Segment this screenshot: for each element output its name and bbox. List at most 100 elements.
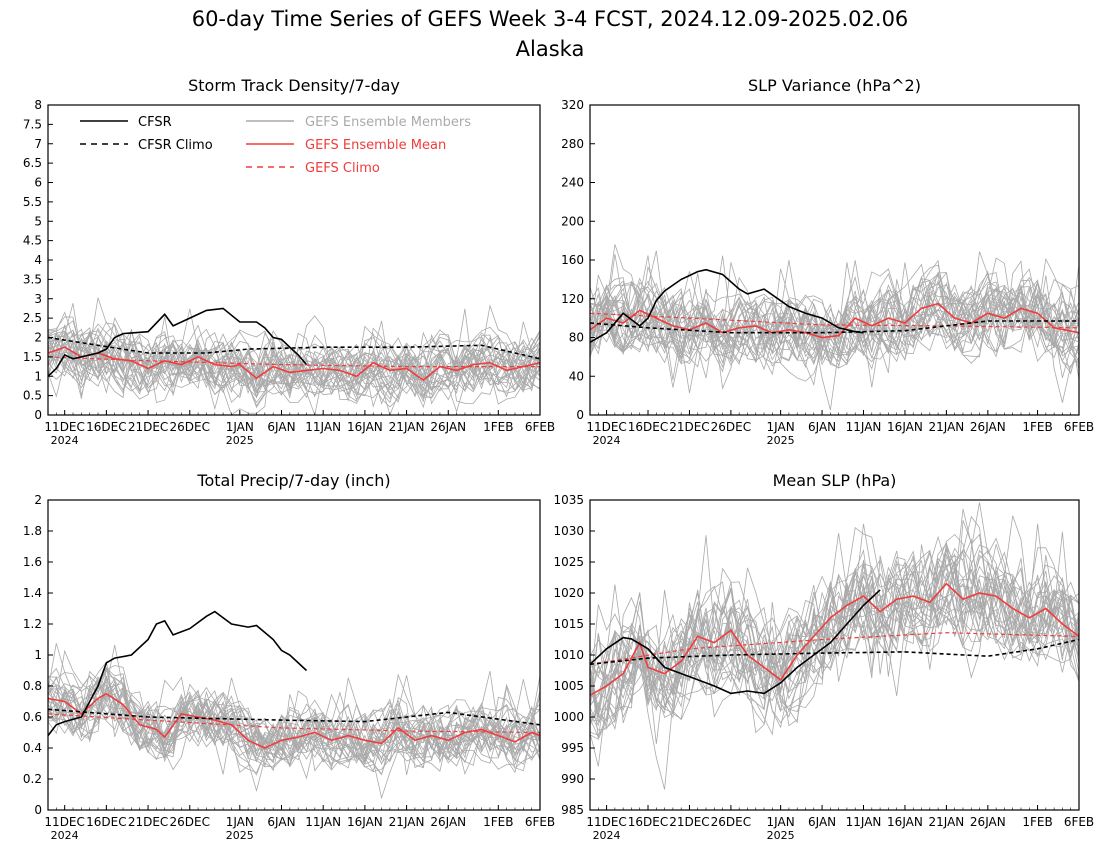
x-tick-label: 26JAN: [430, 815, 466, 829]
x-tick-label: 21DEC: [128, 815, 168, 829]
x-tick-label: 16JAN: [887, 815, 923, 829]
y-tick-label: 40: [569, 369, 584, 383]
panel-title: Total Precip/7-day (inch): [196, 471, 390, 490]
series-gefs-ensemble-mean: [48, 692, 540, 749]
y-tick-label: 1015: [553, 617, 584, 631]
x-tick-label: 26JAN: [970, 420, 1006, 434]
y-tick-label: 320: [561, 98, 584, 112]
y-tick-label: 4.5: [23, 234, 42, 248]
ensemble-member-line: [48, 308, 540, 415]
ensemble-member-line: [590, 287, 1079, 388]
ensemble-member-line: [590, 265, 1079, 362]
series-gefs-ensemble-mean: [48, 346, 540, 382]
y-tick-label: 6.5: [23, 156, 42, 170]
panel-2: SLP Variance (hPa^2) 0 40 80 120 160 200 240 280…: [561, 76, 1094, 447]
y-tick-label: 1025: [553, 555, 584, 569]
y-tick-label: 1000: [553, 710, 584, 724]
figure-title: 60-day Time Series of GEFS Week 3-4 FCST…: [192, 7, 909, 31]
ensemble-member-line: [590, 262, 1079, 365]
ensemble-member-line: [48, 311, 540, 405]
series-gefs-ensemble-mean: [590, 582, 1079, 696]
x-tick-label: 16JAN: [347, 815, 383, 829]
panel-4: Mean SLP (hPa) 985 990 995 1000 1005 1010 1015 1…: [553, 471, 1094, 842]
x-year-label: 2024: [51, 434, 79, 447]
y-tick-label: 280: [561, 137, 584, 151]
x-tick-label: 11JAN: [846, 420, 882, 434]
x-tick-label: 1FEB: [483, 815, 513, 829]
ensemble-member-line: [590, 531, 1079, 731]
x-tick-label: 16JAN: [347, 420, 383, 434]
x-tick-label: 1FEB: [1022, 420, 1052, 434]
y-tick-label: 7: [34, 137, 42, 151]
series-gefs-climo: [590, 632, 1079, 665]
y-tick-label: 3.5: [23, 272, 42, 286]
ensemble-member-line: [590, 262, 1079, 361]
series-cfsr-climo: [590, 638, 1079, 666]
x-tick-label: 1FEB: [483, 420, 513, 434]
ensemble-member-line: [48, 688, 540, 769]
ensemble-member-line: [590, 273, 1079, 388]
ensemble-member-line: [590, 278, 1079, 380]
ensemble-member-line: [48, 317, 540, 408]
ensemble-member-line: [48, 686, 540, 759]
y-tick-label: 1.8: [23, 524, 42, 538]
ensemble-member-line: [590, 262, 1079, 360]
y-tick-label: 985: [561, 803, 584, 817]
y-tick-label: 1.4: [23, 586, 42, 600]
legend-cfsr-label: CFSR: [138, 115, 172, 130]
x-tick-label: 1JAN: [226, 815, 254, 829]
x-tick-label: 26JAN: [430, 420, 466, 434]
y-tick-label: 0.2: [23, 772, 42, 786]
y-tick-label: 0.8: [23, 679, 42, 693]
legend-ens-members-label: GEFS Ensemble Members: [305, 115, 471, 130]
y-tick-label: 7.5: [23, 117, 42, 131]
y-tick-label: 2: [34, 493, 42, 507]
x-tick-label: 6FEB: [1064, 420, 1094, 434]
y-tick-label: 6: [34, 176, 42, 190]
x-tick-label: 16DEC: [628, 420, 668, 434]
legend-ens-mean-label: GEFS Ensemble Mean: [305, 138, 446, 153]
y-tick-label: 0: [576, 408, 584, 422]
x-tick-label: 1FEB: [1022, 815, 1052, 829]
ensemble-member-line: [590, 502, 1079, 711]
x-year-label: 2024: [593, 829, 621, 842]
y-tick-label: 5.5: [23, 195, 42, 209]
y-tick-label: 995: [561, 741, 584, 755]
x-year-label: 2025: [767, 829, 795, 842]
series-cfsr: [590, 268, 864, 343]
series-gefs-climo: [590, 312, 1079, 329]
y-tick-label: 990: [561, 772, 584, 786]
x-tick-label: 1JAN: [226, 420, 254, 434]
panel-title: Mean SLP (hPa): [773, 471, 897, 490]
plot-frame: [589, 104, 1080, 416]
ensemble-member-line: [590, 287, 1079, 367]
x-year-label: 2025: [767, 434, 795, 447]
plot-frame: [589, 499, 1080, 811]
ensemble-member-line: [48, 325, 540, 391]
x-tick-label: 21JAN: [389, 420, 425, 434]
x-tick-label: 26DEC: [711, 420, 751, 434]
y-tick-label: 1: [34, 648, 42, 662]
ensemble-member-line: [48, 675, 540, 766]
x-tick-label: 21DEC: [669, 420, 709, 434]
ensemble-member-line: [590, 550, 1079, 734]
y-tick-label: 120: [561, 292, 584, 306]
figure-subtitle: Alaska: [516, 37, 585, 61]
x-year-label: 2024: [593, 434, 621, 447]
panel-1: Storm Track Density/7-day 0 0.5 1 1.5 2 2.5 3 3.…: [23, 76, 555, 447]
ensemble-member-line: [590, 544, 1079, 704]
y-tick-label: 2: [34, 331, 42, 345]
series-cfsr: [48, 610, 308, 737]
y-tick-label: 80: [569, 331, 584, 345]
y-tick-label: 0.6: [23, 710, 42, 724]
x-tick-label: 11DEC: [44, 815, 84, 829]
y-tick-label: 1.6: [23, 555, 42, 569]
ensemble-member-line: [48, 666, 540, 761]
legend-gefs-climo-label: GEFS Climo: [305, 161, 380, 176]
x-year-label: 2025: [226, 434, 254, 447]
ensemble-member-line: [590, 533, 1079, 724]
y-tick-label: 1010: [553, 648, 584, 662]
ensemble-members: [590, 502, 1079, 790]
y-tick-label: 0: [34, 803, 42, 817]
